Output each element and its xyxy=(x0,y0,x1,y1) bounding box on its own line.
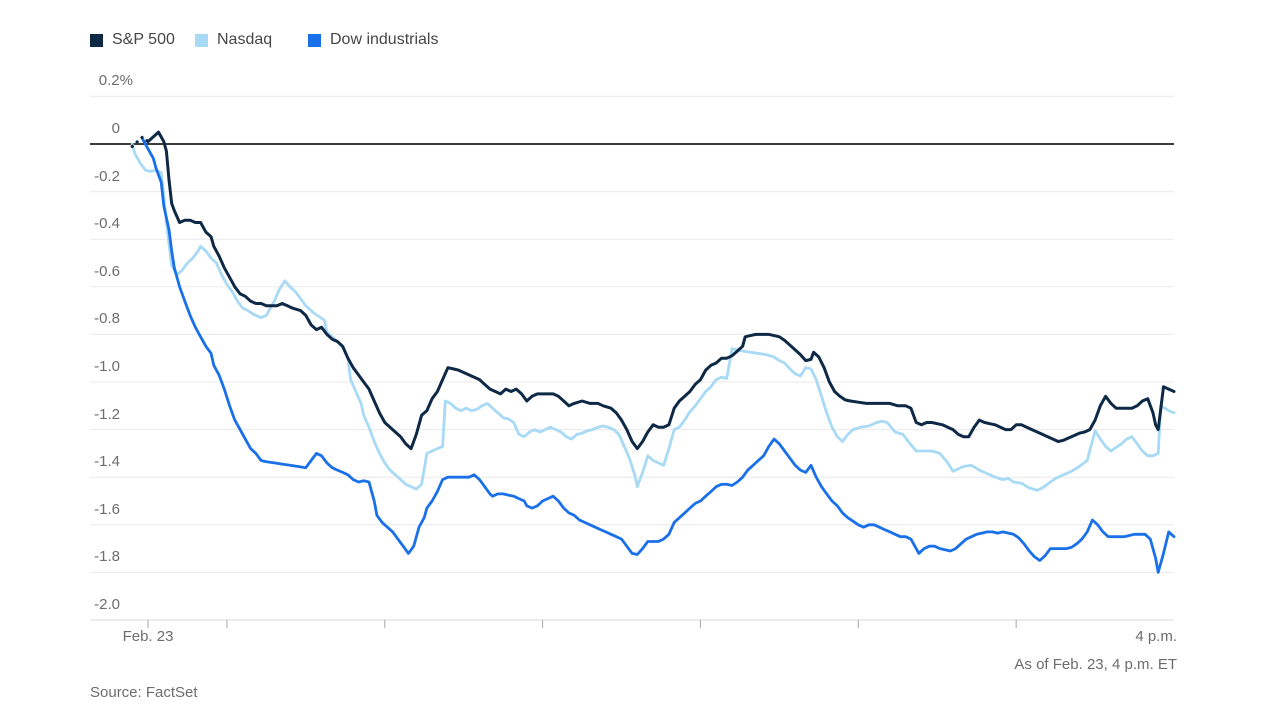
y-axis-tick-label: -0.8 xyxy=(94,310,120,328)
y-axis-tick-label: -2.0 xyxy=(94,596,120,613)
legend-label: Nasdaq xyxy=(217,31,273,48)
series-line-dow-industrials xyxy=(141,137,1176,574)
series-line-nasdaq xyxy=(130,142,1176,492)
series-line-s-p-500 xyxy=(146,130,1176,451)
y-axis-tick-label: 0.2% xyxy=(98,72,133,90)
legend-label: S&P 500 xyxy=(112,31,175,48)
source-credit: Source: FactSet xyxy=(90,684,198,701)
as-of-note: As of Feb. 23, 4 p.m. ET xyxy=(1014,656,1177,673)
y-axis-tick-label: -1.8 xyxy=(94,548,120,566)
x-axis-label-close: 4 p.m. xyxy=(1135,628,1177,645)
legend-swatch-icon xyxy=(308,33,321,47)
x-axis-label-open: Feb. 23 xyxy=(122,628,174,645)
legend-item-nasdaq: Nasdaq xyxy=(195,31,272,49)
legend-item-s-p-500: S&P 500 xyxy=(90,31,175,49)
y-axis-tick-label: -1.4 xyxy=(94,453,120,471)
legend-label: Dow industrials xyxy=(330,31,439,48)
y-axis-tick-label: -1.0 xyxy=(94,358,120,375)
legend-swatch-icon xyxy=(195,33,208,47)
y-axis-tick-label: -1.6 xyxy=(94,500,120,518)
y-axis-tick-label: -0.2 xyxy=(94,167,120,185)
legend-item-dow-industrials: Dow industrials xyxy=(308,31,438,49)
y-axis-tick-label: -0.4 xyxy=(94,215,120,233)
legend-swatch-icon xyxy=(90,33,103,47)
y-axis-tick-label: -1.2 xyxy=(94,405,120,423)
y-axis-tick-label: 0 xyxy=(111,120,120,137)
y-axis-tick-label: -0.6 xyxy=(94,262,120,280)
